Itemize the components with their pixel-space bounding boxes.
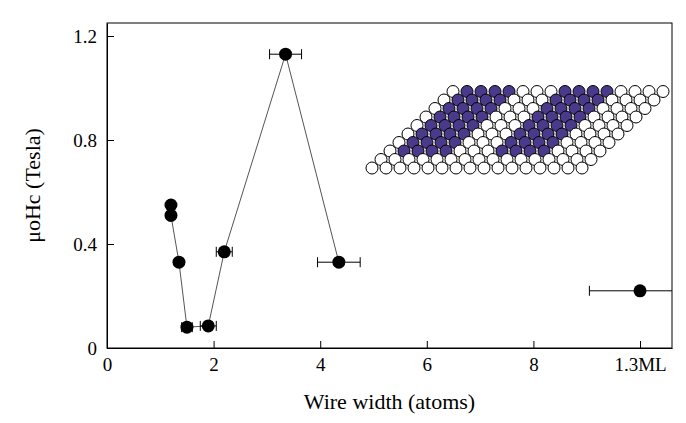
x-tick: 6 [423, 341, 433, 375]
inset-atom [548, 162, 560, 174]
data-point [634, 284, 647, 297]
inset-atom [380, 162, 392, 174]
chart: 0 2 4 6 8 1.3ML 0 0.4 0.8 1.2 Wire width (atoms) μo… [0, 0, 686, 423]
x-tick-mark [533, 341, 534, 348]
y-axis-line [107, 24, 108, 349]
error-bar-cap [232, 247, 233, 257]
error-bar-cap [216, 321, 217, 331]
x-tick: 8 [529, 341, 539, 375]
y-tick-label: 0.8 [73, 130, 97, 151]
error-bar-cap [216, 247, 217, 257]
x-tick: 4 [316, 341, 326, 375]
inset-atom [408, 162, 420, 174]
y-tick: 0 [88, 338, 115, 359]
inset-atom [478, 162, 490, 174]
data-point [180, 321, 193, 334]
inset-atom [436, 162, 448, 174]
x-tick-label: 6 [423, 354, 433, 375]
y-axis: 0 0.4 0.8 1.2 [73, 24, 114, 359]
plot-area [164, 48, 672, 334]
error-bar-cap [589, 286, 590, 296]
inset-atom [450, 162, 462, 174]
y-tick: 0.8 [73, 130, 114, 151]
x-tick-label: 8 [529, 354, 539, 375]
inset-lattice [366, 86, 669, 175]
data-point [172, 256, 185, 269]
error-bar-cap [301, 49, 302, 59]
data-point [202, 319, 215, 332]
plot-frame [107, 23, 672, 348]
x-axis-line [108, 348, 673, 349]
y-tick-label: 0.4 [73, 234, 97, 255]
y-tick: 1.2 [73, 26, 114, 47]
x-tick-mark [320, 341, 321, 348]
y-tick-mark [107, 36, 114, 37]
x-tick-mark [214, 341, 215, 348]
x-tick-label: 4 [316, 354, 326, 375]
inset-atom [422, 162, 434, 174]
y-tick-label: 0 [88, 338, 98, 359]
x-tick-mark [427, 341, 428, 348]
x-tick: 1.3ML [614, 341, 666, 375]
x-axis-title: Wire width (atoms) [304, 389, 475, 414]
x-tick-mark [640, 341, 641, 348]
inset-atom [464, 162, 476, 174]
error-bar [589, 286, 672, 296]
y-tick-mark [107, 244, 114, 245]
inset-atom [576, 162, 588, 174]
y-tick-label: 1.2 [73, 26, 97, 47]
inset-atom [562, 162, 574, 174]
data-point [218, 245, 231, 258]
error-bar-line [589, 290, 672, 291]
data-point [164, 209, 177, 222]
y-tick-mark [107, 140, 114, 141]
x-tick: 2 [209, 341, 219, 375]
inset-atom [534, 162, 546, 174]
x-tick-label: 1.3ML [614, 354, 666, 375]
inset-atom [520, 162, 532, 174]
y-tick-mark [107, 348, 114, 349]
data-point [332, 256, 345, 269]
inset-atom [366, 162, 378, 174]
y-tick: 0.4 [73, 234, 114, 255]
series-line [171, 54, 339, 327]
x-axis: 0 2 4 6 8 1.3ML [103, 341, 673, 375]
inset-atom [394, 162, 406, 174]
inset-atom [506, 162, 518, 174]
error-bar-cap [269, 49, 270, 59]
error-bar-cap [200, 321, 201, 331]
data-point [279, 48, 292, 61]
error-bar-cap [360, 257, 361, 267]
error-bar-cap [317, 257, 318, 267]
y-axis-title: μoHc (Tesla) [20, 128, 45, 243]
inset-atom [492, 162, 504, 174]
x-tick-label: 2 [209, 354, 219, 375]
x-tick-label: 0 [103, 354, 113, 375]
